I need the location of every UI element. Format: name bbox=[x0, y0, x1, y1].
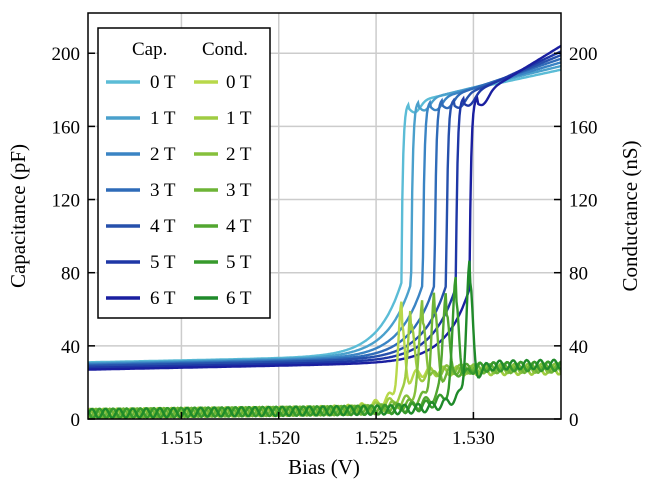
y-tick-label-left: 120 bbox=[52, 191, 81, 212]
y-tick-label-right: 200 bbox=[569, 44, 598, 65]
y-tick-label-right: 40 bbox=[569, 337, 588, 358]
y-tick-label-right: 0 bbox=[569, 410, 579, 431]
series-layer bbox=[88, 44, 561, 419]
y-tick-label-right: 120 bbox=[569, 191, 598, 212]
legend-label-cond: 1 T bbox=[226, 108, 252, 129]
legend-label-cap: 2 T bbox=[150, 144, 176, 165]
cap-series-5t bbox=[88, 50, 561, 369]
legend-header-cap: Cap. bbox=[132, 39, 167, 60]
y-tick-label-right: 80 bbox=[569, 264, 588, 285]
legend-label-cap: 0 T bbox=[150, 72, 176, 93]
legend-label-cond: 2 T bbox=[226, 144, 252, 165]
y-tick-label-left: 80 bbox=[61, 264, 80, 285]
legend-box bbox=[97, 27, 271, 319]
legend-label-cap: 1 T bbox=[150, 108, 176, 129]
legend-label-cond: 0 T bbox=[226, 72, 252, 93]
y-tick-label-left: 40 bbox=[61, 337, 80, 358]
legend-label-cap: 4 T bbox=[150, 216, 176, 237]
legend-label-cond: 6 T bbox=[226, 288, 252, 309]
x-tick-label: 1.515 bbox=[160, 428, 203, 449]
cap-series-4t bbox=[88, 53, 561, 368]
x-tick-label: 1.530 bbox=[452, 428, 495, 449]
legend-label-cond: 5 T bbox=[226, 252, 252, 273]
y-tick-label-left: 160 bbox=[52, 117, 81, 138]
legend-header-cond: Cond. bbox=[202, 39, 248, 60]
y-tick-label-left: 0 bbox=[71, 410, 81, 431]
legend-label-cap: 5 T bbox=[150, 252, 176, 273]
legend-label-cond: 3 T bbox=[226, 180, 252, 201]
x-axis-title: Bias (V) bbox=[288, 455, 360, 479]
cond-series-5t bbox=[88, 276, 561, 419]
y-axis-title-right: Conductance (nS) bbox=[618, 140, 642, 291]
legend-label-cap: 3 T bbox=[150, 180, 176, 201]
legend-label-cap: 6 T bbox=[150, 288, 176, 309]
cond-series-6t bbox=[88, 260, 561, 419]
y-axis-title-left: Capacitance (pF) bbox=[6, 144, 30, 288]
x-tick-label: 1.525 bbox=[355, 428, 398, 449]
legend: Cap. Cond. 0 T 0 T 1 T 1 T 2 T 2 T 3 T 3 T 4 T 4 … bbox=[97, 27, 271, 319]
x-tick-label: 1.520 bbox=[257, 428, 300, 449]
axis-ticks: 1.515 1.520 1.525 1.530 0 0 40 40 80 80 120 120 160 1… bbox=[52, 44, 598, 449]
legend-label-cond: 4 T bbox=[226, 216, 252, 237]
plot-frame bbox=[87, 12, 562, 420]
y-tick-label-left: 200 bbox=[52, 44, 81, 65]
cap-series-6t bbox=[88, 44, 561, 371]
y-tick-label-right: 160 bbox=[569, 117, 598, 138]
